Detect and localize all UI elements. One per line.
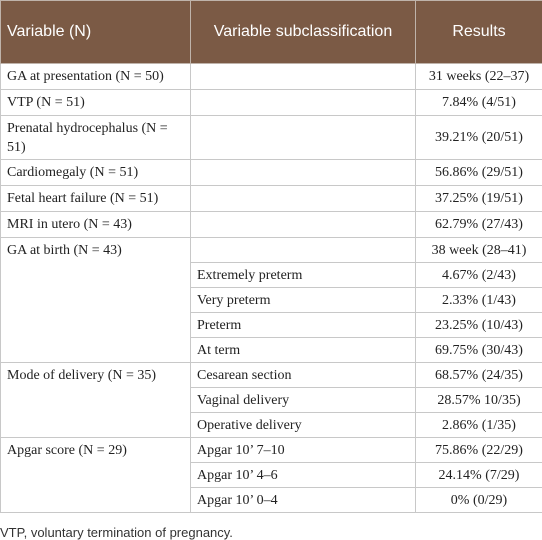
result-cell: 31 weeks (22–37) (416, 64, 542, 90)
table-row: GA at presentation (N = 50) 31 weeks (22–… (1, 64, 542, 90)
variable-cell: Mode of delivery (N = 35) (1, 363, 191, 438)
table-row: Cardiomegaly (N = 51) 56.86% (29/51) (1, 160, 542, 186)
empty-cell (191, 116, 416, 160)
result-cell: 38 week (28–41) (416, 238, 542, 263)
table-body: GA at presentation (N = 50) 31 weeks (22–… (1, 64, 542, 513)
result-cell: 2.33% (1/43) (416, 288, 542, 313)
header-row: Variable (N) Variable subclassification … (1, 1, 542, 64)
variable-cell: Cardiomegaly (N = 51) (1, 160, 191, 186)
variable-cell: GA at presentation (N = 50) (1, 64, 191, 90)
result-cell: 69.75% (30/43) (416, 338, 542, 363)
result-cell: 7.84% (4/51) (416, 90, 542, 116)
subclass-cell: Apgar 10’ 7–10 (191, 438, 416, 463)
header-cell: Results (416, 1, 542, 64)
header-cell: Variable (N) (1, 1, 191, 64)
subclass-cell: Apgar 10’ 0–4 (191, 488, 416, 513)
result-cell: 39.21% (20/51) (416, 116, 542, 160)
table-row: Fetal heart failure (N = 51) 37.25% (19/5… (1, 186, 542, 212)
header-cell: Variable subclassification (191, 1, 416, 64)
variable-cell: VTP (N = 51) (1, 90, 191, 116)
result-cell: 28.57% 10/35) (416, 388, 542, 413)
subclass-cell: Operative delivery (191, 413, 416, 438)
result-cell: 62.79% (27/43) (416, 212, 542, 238)
subclass-cell: Very preterm (191, 288, 416, 313)
subclass-cell: Apgar 10’ 4–6 (191, 463, 416, 488)
variable-cell: GA at birth (N = 43) (1, 238, 191, 363)
variable-cell: Prenatal hydrocephalus (N = 51) (1, 116, 191, 160)
result-cell: 23.25% (10/43) (416, 313, 542, 338)
subclass-cell: Extremely preterm (191, 263, 416, 288)
subclass-cell: Preterm (191, 313, 416, 338)
result-cell: 68.57% (24/35) (416, 363, 542, 388)
empty-cell (191, 160, 416, 186)
variable-cell: Fetal heart failure (N = 51) (1, 186, 191, 212)
result-cell: 0% (0/29) (416, 488, 542, 513)
table-row: VTP (N = 51) 7.84% (4/51) (1, 90, 542, 116)
empty-cell (191, 186, 416, 212)
empty-cell (191, 238, 416, 263)
empty-cell (191, 212, 416, 238)
variable-cell: MRI in utero (N = 43) (1, 212, 191, 238)
result-cell: 37.25% (19/51) (416, 186, 542, 212)
variable-cell: Apgar score (N = 29) (1, 438, 191, 513)
result-cell: 75.86% (22/29) (416, 438, 542, 463)
result-cell: 24.14% (7/29) (416, 463, 542, 488)
subclass-cell: Cesarean section (191, 363, 416, 388)
result-cell: 2.86% (1/35) (416, 413, 542, 438)
table-row: Prenatal hydrocephalus (N = 51) 39.21% (2… (1, 116, 542, 160)
table-row: MRI in utero (N = 43) 62.79% (27/43) (1, 212, 542, 238)
subclass-cell: Vaginal delivery (191, 388, 416, 413)
result-cell: 56.86% (29/51) (416, 160, 542, 186)
result-cell: 4.67% (2/43) (416, 263, 542, 288)
subclass-cell: At term (191, 338, 416, 363)
empty-cell (191, 64, 416, 90)
table-row: Mode of delivery (N = 35)Cesarean sectio… (1, 363, 542, 388)
table-row: GA at birth (N = 43)38 week (28–41) (1, 238, 542, 263)
empty-cell (191, 90, 416, 116)
data-table: Variable (N) Variable subclassification … (0, 0, 542, 513)
